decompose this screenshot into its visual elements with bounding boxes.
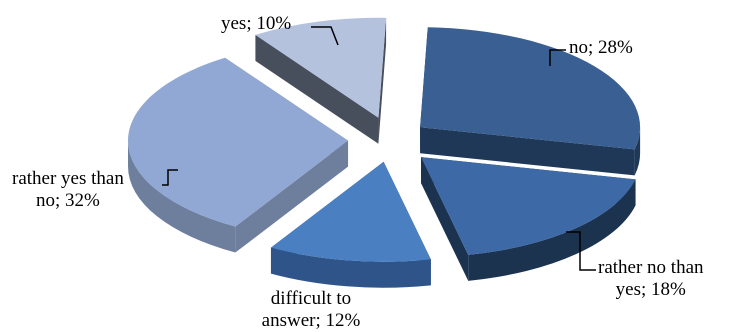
slice-wall-rather-yes-than-no-0 <box>235 140 349 253</box>
slice-label-rather-yes: rather yes than no; 32% <box>12 168 124 211</box>
slice-label-difficult: difficult to answer; 12% <box>261 288 361 331</box>
leader-line-rather-yes <box>162 169 178 186</box>
slice-top-no <box>420 27 641 150</box>
slice-top-rather-no-than-yes <box>421 157 636 255</box>
slice-top-difficult-to-answer <box>270 161 431 262</box>
pie-tops <box>128 17 641 262</box>
slice-side-rather-yes-than-no-0 <box>128 140 236 253</box>
leader-line-no <box>549 49 566 66</box>
slice-side-rather-no-than-yes-0 <box>468 179 636 281</box>
slice-wall-yes-1 <box>378 17 387 144</box>
leader-lines <box>162 26 596 271</box>
slice-wall-no-1 <box>420 127 635 176</box>
slice-side-difficult-to-answer-0 <box>270 247 431 288</box>
slice-wall-yes-0 <box>255 34 379 144</box>
slice-side-no-0 <box>634 127 641 176</box>
slice-top-rather-yes-than-no <box>128 57 349 227</box>
slice-label-rather-no: rather no than yes; 18% <box>598 257 704 300</box>
slice-label-yes: yes; 10% <box>221 13 292 34</box>
slice-top-yes <box>255 17 387 118</box>
slice-label-no: no; 28% <box>569 37 633 58</box>
slice-wall-rather-no-than-yes-1 <box>421 157 469 281</box>
leader-line-rather-no <box>566 231 596 271</box>
leader-line-yes <box>311 26 339 46</box>
